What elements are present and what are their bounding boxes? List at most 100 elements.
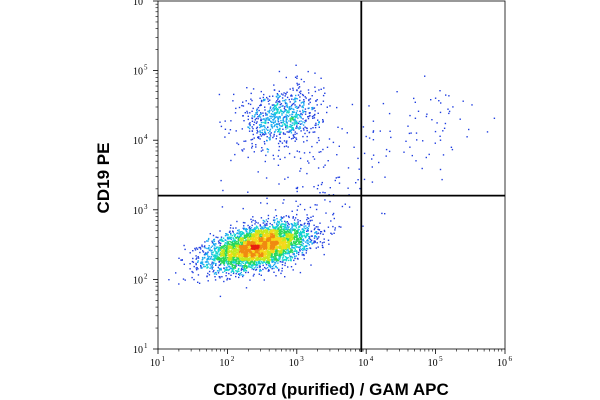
event-dot bbox=[334, 218, 335, 219]
event-dot bbox=[269, 134, 270, 135]
event-dot bbox=[226, 245, 227, 246]
event-dot bbox=[302, 94, 303, 95]
event-dot bbox=[219, 94, 220, 95]
event-dot bbox=[259, 238, 260, 239]
event-dot bbox=[210, 250, 211, 251]
event-dot bbox=[342, 206, 343, 207]
event-dot bbox=[288, 257, 289, 258]
event-dot bbox=[252, 121, 253, 122]
event-dot bbox=[369, 137, 370, 138]
event-dot bbox=[314, 228, 315, 229]
event-dot bbox=[286, 248, 287, 249]
event-dot bbox=[289, 114, 290, 115]
event-dot bbox=[284, 123, 285, 124]
event-dot bbox=[302, 102, 303, 103]
event-dot bbox=[211, 256, 212, 257]
event-dot bbox=[255, 119, 256, 120]
event-dot bbox=[359, 169, 360, 170]
event-dot bbox=[276, 246, 277, 247]
event-dot bbox=[273, 265, 274, 266]
event-dot bbox=[279, 101, 280, 102]
event-dot bbox=[304, 223, 305, 224]
event-dot bbox=[290, 257, 291, 258]
event-dot bbox=[357, 158, 358, 159]
event-dot bbox=[241, 105, 242, 106]
event-dot bbox=[282, 259, 283, 260]
event-dot bbox=[269, 100, 270, 101]
event-dot bbox=[312, 118, 313, 119]
event-dot bbox=[294, 245, 295, 246]
event-dot bbox=[295, 120, 296, 121]
event-dot bbox=[289, 108, 290, 109]
event-dot bbox=[207, 266, 208, 267]
event-dot bbox=[324, 165, 325, 166]
event-dot bbox=[290, 120, 291, 121]
event-dot bbox=[373, 130, 374, 131]
event-dot bbox=[230, 256, 231, 257]
event-dot bbox=[189, 268, 190, 269]
event-dot bbox=[294, 122, 295, 123]
event-dot bbox=[295, 131, 296, 132]
event-dot bbox=[237, 236, 238, 237]
event-dot bbox=[212, 240, 213, 241]
event-dot bbox=[307, 248, 308, 249]
event-dot bbox=[297, 219, 298, 220]
event-dot bbox=[242, 250, 243, 251]
event-dot bbox=[268, 132, 269, 133]
event-dot bbox=[278, 228, 279, 229]
event-dot bbox=[192, 258, 193, 259]
event-dot bbox=[267, 233, 268, 234]
event-dot bbox=[312, 216, 313, 217]
event-dot bbox=[282, 226, 283, 227]
event-dot bbox=[409, 115, 410, 116]
event-dot bbox=[246, 111, 247, 112]
event-dot bbox=[225, 245, 226, 246]
event-dot bbox=[300, 124, 301, 125]
event-dot bbox=[230, 237, 231, 238]
event-dot bbox=[287, 127, 288, 128]
event-dot bbox=[243, 258, 244, 259]
event-dot bbox=[287, 97, 288, 98]
event-dot bbox=[289, 229, 290, 230]
event-dot bbox=[280, 125, 281, 126]
event-dot bbox=[290, 252, 291, 253]
event-dot bbox=[312, 116, 313, 117]
event-dot bbox=[277, 93, 278, 94]
event-dot bbox=[263, 129, 264, 130]
event-dot bbox=[452, 106, 453, 107]
event-dot bbox=[301, 235, 302, 236]
event-dot bbox=[309, 223, 310, 224]
event-dot bbox=[259, 274, 260, 275]
event-dot bbox=[243, 141, 244, 142]
event-dot bbox=[314, 87, 315, 88]
event-dot bbox=[296, 139, 297, 140]
event-dot bbox=[269, 112, 270, 113]
event-dot bbox=[279, 236, 280, 237]
event-dot bbox=[293, 89, 294, 90]
event-dot bbox=[282, 232, 283, 233]
event-dot bbox=[252, 253, 253, 254]
event-dot bbox=[272, 234, 273, 235]
event-dot bbox=[274, 254, 275, 255]
event-dot bbox=[264, 131, 265, 132]
event-dot bbox=[252, 243, 253, 244]
event-dot bbox=[239, 265, 240, 266]
event-dot bbox=[276, 100, 277, 101]
event-dot bbox=[244, 236, 245, 237]
event-dot bbox=[274, 134, 275, 135]
event-dot bbox=[272, 237, 273, 238]
event-dot bbox=[304, 122, 305, 123]
event-dot bbox=[288, 146, 289, 147]
event-dot bbox=[237, 243, 238, 244]
event-dot bbox=[266, 140, 267, 141]
event-dot bbox=[300, 224, 301, 225]
event-dot bbox=[232, 231, 233, 232]
event-dot bbox=[300, 272, 301, 273]
event-dot bbox=[207, 273, 208, 274]
event-dot bbox=[242, 258, 243, 259]
event-dot bbox=[291, 132, 292, 133]
event-dot bbox=[277, 242, 278, 243]
event-dot bbox=[248, 272, 249, 273]
event-dot bbox=[266, 128, 267, 129]
event-dot bbox=[264, 109, 265, 110]
